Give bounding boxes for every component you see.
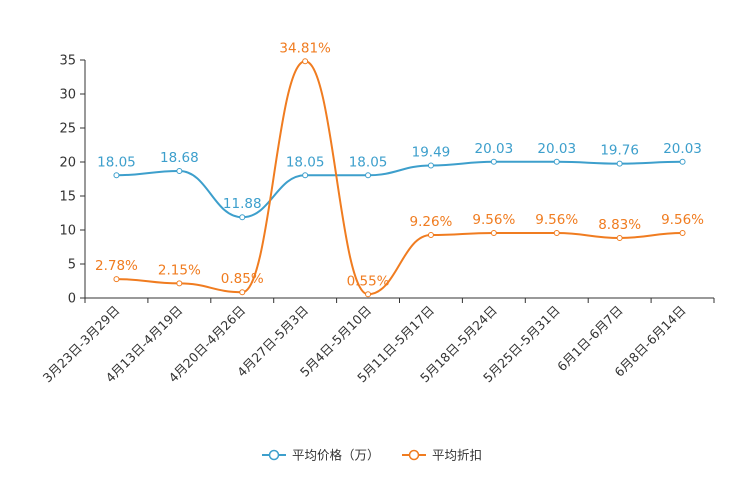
legend-label: 平均折扣 — [432, 448, 482, 463]
series-lines — [113, 58, 686, 298]
avg-price-line — [116, 160, 683, 219]
avg-price-label: 20.03 — [475, 141, 514, 157]
avg-discount-label: 2.15% — [158, 262, 201, 278]
y-tick-label: 5 — [68, 258, 76, 273]
avg-price-label: 18.05 — [349, 154, 388, 170]
avg-price-label: 11.88 — [223, 196, 262, 212]
avg-discount-label: 9.56% — [535, 212, 578, 228]
avg-discount-point[interactable] — [176, 280, 183, 287]
x-category-label: 6月1日-6月7日 — [554, 303, 626, 375]
data-labels: 18.05 18.68 11.88 18.05 18.05 19.49 20.03 20.03… — [95, 40, 704, 289]
avg-price-label: 20.03 — [537, 141, 576, 157]
avg-price-point[interactable] — [553, 158, 560, 165]
avg-price-label: 18.05 — [286, 154, 325, 170]
avg-price-label: 19.76 — [600, 143, 639, 159]
avg-discount-point[interactable] — [679, 229, 686, 236]
avg-discount-label: 8.83% — [598, 217, 641, 233]
y-tick-label: 30 — [59, 88, 76, 103]
avg-discount-label: 9.56% — [472, 212, 515, 228]
legend-marker-icon — [268, 449, 280, 461]
avg-discount-point[interactable] — [490, 229, 497, 236]
legend-item-avg-price[interactable]: 平均价格（万） — [262, 448, 380, 463]
avg-discount-point[interactable] — [616, 234, 623, 241]
y-tick-label: 25 — [59, 122, 76, 137]
avg-discount-label: 9.26% — [410, 214, 453, 230]
avg-discount-point[interactable] — [553, 229, 560, 236]
legend-marker-icon — [408, 449, 420, 461]
avg-price-point[interactable] — [490, 158, 497, 165]
avg-discount-point[interactable] — [302, 58, 309, 65]
avg-price-point[interactable] — [427, 162, 434, 169]
avg-price-point[interactable] — [302, 172, 309, 179]
avg-price-point[interactable] — [239, 214, 246, 221]
avg-discount-point[interactable] — [365, 291, 372, 298]
avg-discount-label: 34.81% — [279, 40, 331, 56]
avg-discount-point[interactable] — [427, 232, 434, 239]
avg-price-label: 20.03 — [663, 141, 702, 157]
y-tick-label: 0 — [68, 292, 76, 307]
legend[interactable]: 平均价格（万） 平均折扣 — [262, 448, 482, 463]
avg-discount-line — [116, 60, 683, 296]
avg-price-point[interactable] — [365, 172, 372, 179]
avg-price-point[interactable] — [679, 158, 686, 165]
avg-discount-label: 2.78% — [95, 258, 138, 274]
avg-price-label: 19.49 — [412, 144, 451, 160]
avg-price-label: 18.68 — [160, 150, 199, 166]
avg-price-label: 18.05 — [97, 154, 136, 170]
avg-discount-point[interactable] — [113, 276, 120, 283]
y-tick-label: 15 — [59, 190, 76, 205]
y-tick-label: 35 — [59, 54, 76, 69]
avg-discount-label: 0.55% — [347, 273, 390, 289]
y-tick-label: 20 — [59, 156, 76, 171]
avg-price-point[interactable] — [113, 172, 120, 179]
legend-item-avg-discount[interactable]: 平均折扣 — [402, 448, 482, 463]
avg-discount-point[interactable] — [239, 289, 246, 296]
avg-price-point[interactable] — [176, 167, 183, 174]
avg-discount-label: 0.85% — [221, 271, 264, 287]
avg-discount-label: 9.56% — [661, 212, 704, 228]
avg-price-point[interactable] — [616, 160, 623, 167]
legend-label: 平均价格（万） — [292, 448, 380, 463]
y-tick-label: 10 — [59, 224, 76, 239]
